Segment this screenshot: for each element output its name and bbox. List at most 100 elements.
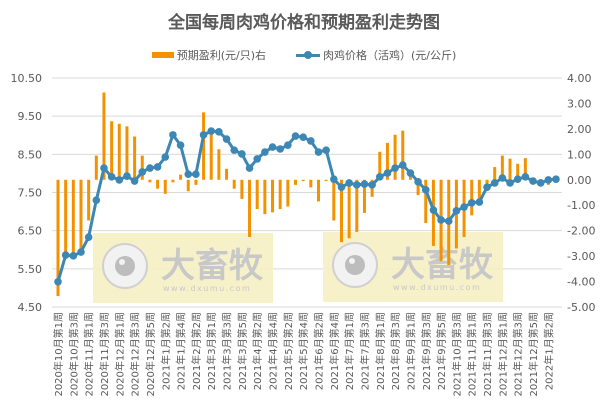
- profit-bar: [332, 179, 336, 221]
- x-tick-label: 2021年7月第3周: [358, 312, 371, 390]
- profit-bar: [324, 179, 328, 182]
- price-marker: [77, 248, 85, 256]
- price-marker: [360, 180, 369, 188]
- price-marker: [513, 175, 522, 183]
- y-right-tick-label: 0.00: [567, 174, 592, 187]
- profit-bar: [248, 179, 252, 238]
- price-marker: [375, 173, 384, 181]
- profit-bar: [493, 167, 497, 180]
- price-marker: [261, 148, 269, 156]
- x-tick-label: 2021年1月第2周: [159, 312, 172, 390]
- profit-bar: [171, 179, 175, 183]
- x-tick-label: 2021年9月第1周: [404, 312, 417, 390]
- price-marker: [238, 150, 246, 158]
- price-marker: [437, 216, 445, 224]
- x-tick-label: 2022年1月第2周: [542, 312, 555, 390]
- x-tick-label: 2021年2月第2周: [190, 312, 203, 390]
- line-marker-swatch-icon: [296, 50, 320, 60]
- profit-bar: [156, 179, 160, 189]
- price-marker: [253, 155, 261, 163]
- x-tick-label: 2021年12月第1周: [496, 312, 509, 397]
- y-right-tick-label: -4.00: [567, 276, 595, 289]
- price-marker: [54, 278, 62, 286]
- y-right-tick-label: 1.00: [567, 148, 592, 161]
- x-tick-label: 2021年9月第3周: [420, 312, 433, 390]
- profit-bar: [232, 179, 236, 189]
- price-marker: [192, 170, 200, 178]
- x-tick-label: 2021年11月第1周: [466, 312, 479, 397]
- price-marker: [383, 169, 392, 177]
- profit-bar: [240, 179, 244, 199]
- legend-label-profit: 预期盈利(元/只)右: [176, 49, 266, 62]
- x-tick-label: 2021年4月第2周: [251, 312, 264, 390]
- profit-bar: [125, 126, 129, 180]
- legend-label-price: 肉鸡价格（活鸡）(元/公斤): [323, 49, 457, 62]
- y-right-tick-label: -5.00: [567, 301, 595, 314]
- y-left-tick-label: 4.50: [18, 301, 43, 314]
- profit-bar: [347, 179, 351, 239]
- watermark-brand: 大畜牧: [161, 246, 264, 286]
- chart-legend: 预期盈利(元/只)右 肉鸡价格（活鸡）(元/公斤): [0, 47, 608, 63]
- price-marker: [391, 164, 399, 172]
- price-marker: [61, 251, 70, 259]
- price-marker: [123, 172, 131, 180]
- profit-bar: [523, 158, 527, 180]
- price-marker: [529, 177, 537, 185]
- x-tick-label: 2021年3月第3周: [221, 312, 234, 390]
- y-right-tick-label: 3.00: [567, 97, 592, 110]
- profit-bar: [416, 179, 420, 196]
- x-tick-label: 2020年12月第1周: [113, 312, 126, 397]
- x-tick-label: 2021年12月第3周: [512, 312, 525, 397]
- profit-bar: [516, 163, 520, 180]
- price-marker: [92, 196, 101, 204]
- price-marker: [199, 131, 208, 139]
- profit-bar: [148, 179, 152, 183]
- profit-bar: [71, 179, 75, 254]
- x-tick-label: 2021年10月第3周: [450, 312, 463, 397]
- profit-bar: [301, 179, 305, 182]
- y-left-tick-label: 7.50: [18, 187, 43, 200]
- x-tick-label: 2021年3月第5周: [236, 312, 249, 390]
- price-marker: [245, 164, 254, 172]
- y-left-tick-label: 6.50: [18, 225, 43, 238]
- profit-bar: [393, 134, 397, 180]
- watermark-url: www.dxumu.com: [163, 284, 251, 293]
- x-tick-label: 2021年5月第4周: [297, 312, 310, 390]
- price-marker: [107, 173, 116, 181]
- x-tick-label: 2020年12月第3周: [129, 312, 142, 397]
- y-left-tick-label: 10.50: [11, 72, 43, 85]
- x-tick-label: 2021年3月第1周: [205, 312, 218, 390]
- profit-bar: [263, 179, 267, 215]
- price-marker: [276, 145, 284, 153]
- profit-bar: [424, 179, 428, 224]
- y-left-tick-label: 8.50: [18, 148, 43, 161]
- x-tick-label: 2021年8月第1周: [374, 312, 387, 390]
- price-marker: [299, 133, 307, 141]
- x-tick-label: 2021年7月第1周: [343, 312, 356, 390]
- profit-bar: [485, 179, 489, 187]
- price-marker: [130, 177, 139, 185]
- price-marker: [330, 175, 338, 183]
- profit-bar: [401, 130, 405, 180]
- price-marker: [483, 183, 491, 191]
- profit-bar: [355, 179, 359, 232]
- bar-swatch-icon: [151, 52, 174, 58]
- x-tick-label: 2021年8月第3周: [389, 312, 402, 390]
- price-marker: [307, 137, 315, 145]
- price-marker: [460, 203, 468, 211]
- profit-bar: [87, 179, 91, 221]
- price-marker: [176, 141, 185, 149]
- price-marker: [490, 179, 499, 187]
- price-marker: [552, 175, 560, 183]
- x-tick-label: 2020年10月第3周: [67, 312, 80, 397]
- x-tick-label: 2020年12月第5周: [144, 312, 157, 397]
- x-tick-label: 2021年12月第5周: [527, 312, 540, 397]
- profit-bar: [163, 179, 167, 194]
- x-tick-label: 2020年11月第3周: [98, 312, 111, 397]
- x-tick-label: 2020年11月第1周: [83, 312, 96, 397]
- profit-bar: [64, 179, 68, 254]
- price-marker: [398, 161, 407, 169]
